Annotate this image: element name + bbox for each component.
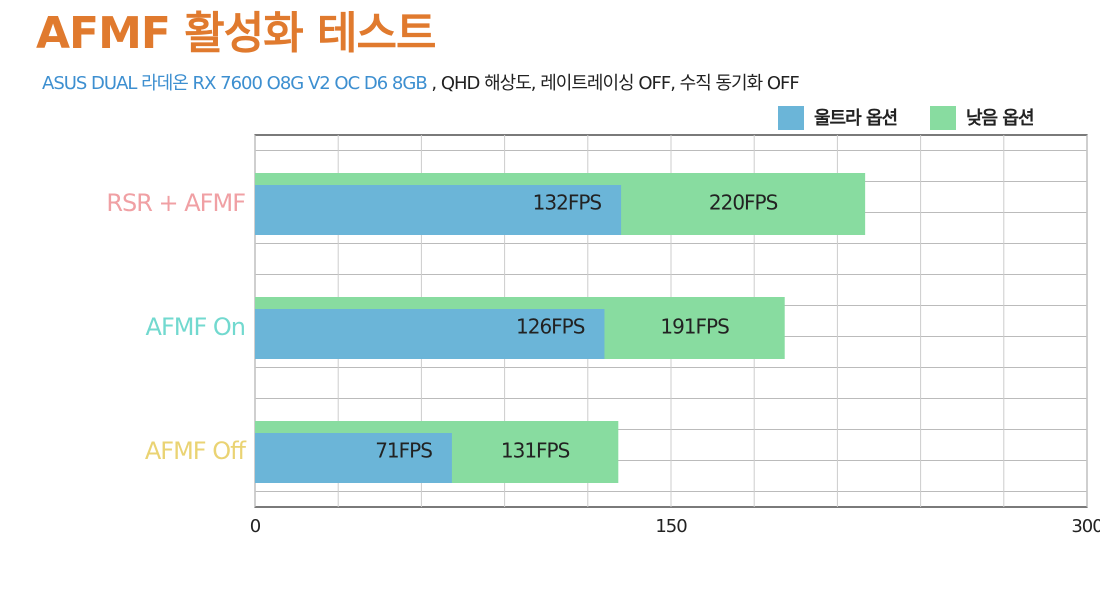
subtitle-part: ASUS DUAL 라데온 RX 7600 O8G V2 OC D6 8GB xyxy=(42,73,427,94)
chart-subtitle: ASUS DUAL 라데온 RX 7600 O8G V2 OC D6 8GB ,… xyxy=(42,73,799,94)
y-tick-label: AFMF On xyxy=(146,313,245,341)
y-tick-label: AFMF Off xyxy=(145,437,247,465)
bar xyxy=(255,309,605,359)
legend-label: 울트라 옵션 xyxy=(814,108,898,129)
x-tick-label: 300 xyxy=(1071,516,1100,537)
data-label: 126FPS xyxy=(516,315,585,339)
data-label: 131FPS xyxy=(501,439,570,463)
legend-swatch xyxy=(778,106,804,130)
data-label: 220FPS xyxy=(709,191,778,215)
data-label: 71FPS xyxy=(375,439,432,463)
bar xyxy=(255,433,452,483)
data-label: 132FPS xyxy=(533,191,602,215)
y-tick-label: RSR + AFMF xyxy=(106,189,245,217)
bar xyxy=(255,185,622,235)
subtitle-part: , QHD 해상도, 레이트레이싱 OFF, 수직 동기화 OFF xyxy=(427,73,800,94)
legend-swatch xyxy=(930,106,956,130)
chart-title: AFMF 활성화 테스트 xyxy=(36,8,435,59)
x-tick-label: 150 xyxy=(655,516,687,537)
data-label: 191FPS xyxy=(660,315,729,339)
x-tick-label: 0 xyxy=(250,516,261,537)
legend-label: 낮음 옵션 xyxy=(966,108,1034,129)
